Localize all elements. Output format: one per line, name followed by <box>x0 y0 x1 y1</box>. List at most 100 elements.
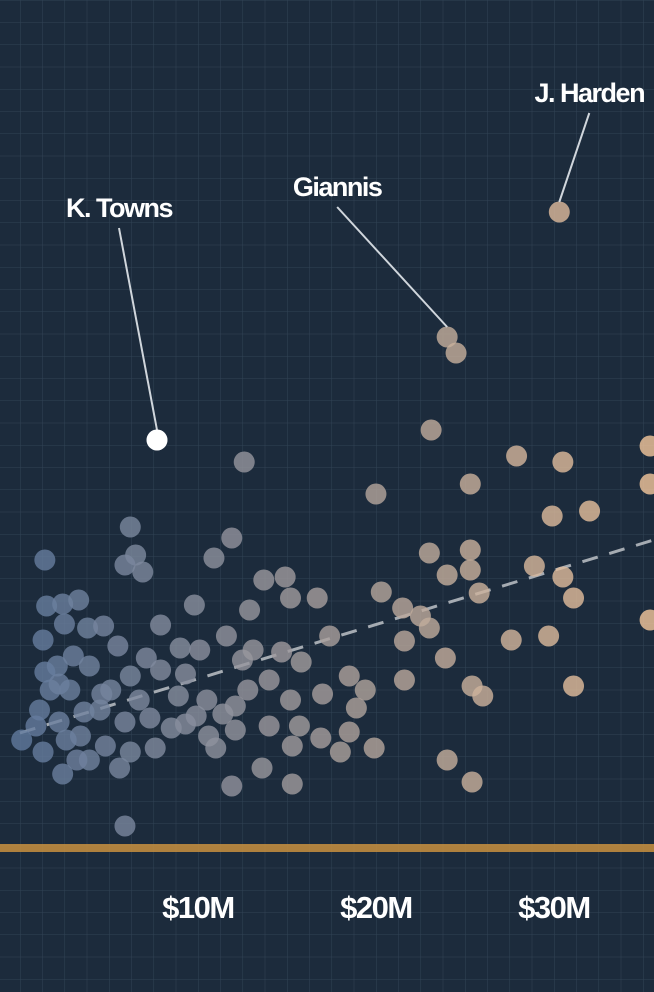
point <box>221 775 243 797</box>
point <box>183 594 205 616</box>
point <box>552 566 574 588</box>
point <box>128 689 150 711</box>
point <box>11 729 33 751</box>
point <box>169 637 191 659</box>
point <box>281 773 303 795</box>
point <box>203 547 225 569</box>
point <box>538 625 560 647</box>
point <box>523 555 545 577</box>
point <box>271 641 293 663</box>
point <box>144 737 166 759</box>
point <box>174 713 196 735</box>
point <box>132 561 154 583</box>
point <box>436 564 458 586</box>
point <box>639 435 654 457</box>
point <box>338 721 360 743</box>
point <box>500 629 522 651</box>
point <box>25 715 47 737</box>
point <box>36 595 58 617</box>
point <box>472 685 494 707</box>
baseline <box>0 844 654 852</box>
point <box>224 719 246 741</box>
point <box>53 613 75 635</box>
point <box>32 629 54 651</box>
point <box>55 729 77 751</box>
point <box>66 749 88 771</box>
point <box>392 597 414 619</box>
point <box>212 703 234 725</box>
annotation-label: Giannis <box>293 172 382 202</box>
point <box>434 647 456 669</box>
point <box>563 675 585 697</box>
point <box>167 685 189 707</box>
point <box>436 326 458 348</box>
x-tick-label: $30M <box>518 890 590 925</box>
point <box>310 727 332 749</box>
point <box>29 699 51 721</box>
point <box>189 639 211 661</box>
annotation-label: K. Towns <box>66 193 172 223</box>
point <box>548 201 570 223</box>
point <box>338 665 360 687</box>
point <box>280 689 302 711</box>
point <box>233 451 255 473</box>
point <box>306 587 328 609</box>
point <box>107 635 129 657</box>
point <box>461 771 483 793</box>
point <box>393 669 415 691</box>
point <box>563 587 585 609</box>
point <box>459 559 481 581</box>
point <box>196 689 218 711</box>
point <box>258 669 280 691</box>
point <box>91 683 113 705</box>
point <box>281 735 303 757</box>
point <box>639 609 654 631</box>
point <box>77 617 99 639</box>
point <box>579 500 601 522</box>
point <box>34 661 56 683</box>
point <box>290 651 312 673</box>
point <box>459 539 481 561</box>
point <box>93 615 115 637</box>
point <box>274 566 296 588</box>
point <box>506 445 528 467</box>
point <box>135 647 157 669</box>
point <box>52 763 74 785</box>
point <box>221 527 243 549</box>
point <box>150 614 172 636</box>
point <box>198 725 220 747</box>
point <box>73 701 95 723</box>
leader-line <box>336 206 448 328</box>
point <box>354 679 376 701</box>
point <box>150 659 172 681</box>
point <box>242 639 264 661</box>
point <box>393 630 415 652</box>
point <box>253 569 275 591</box>
leader-line <box>118 227 158 431</box>
point <box>119 516 141 538</box>
point <box>258 715 280 737</box>
point <box>32 741 54 763</box>
point <box>239 599 261 621</box>
point <box>365 483 387 505</box>
point <box>319 625 341 647</box>
point <box>34 549 56 571</box>
point <box>48 711 70 733</box>
point <box>639 473 654 495</box>
point <box>329 741 351 763</box>
point <box>62 645 84 667</box>
point <box>114 815 136 837</box>
point <box>445 342 467 364</box>
point <box>312 683 334 705</box>
point <box>174 663 196 685</box>
point <box>114 711 136 733</box>
point <box>345 697 367 719</box>
leader-line <box>558 112 591 203</box>
point <box>237 679 259 701</box>
point <box>68 589 90 611</box>
point <box>288 715 310 737</box>
point <box>370 581 392 603</box>
point <box>215 625 237 647</box>
